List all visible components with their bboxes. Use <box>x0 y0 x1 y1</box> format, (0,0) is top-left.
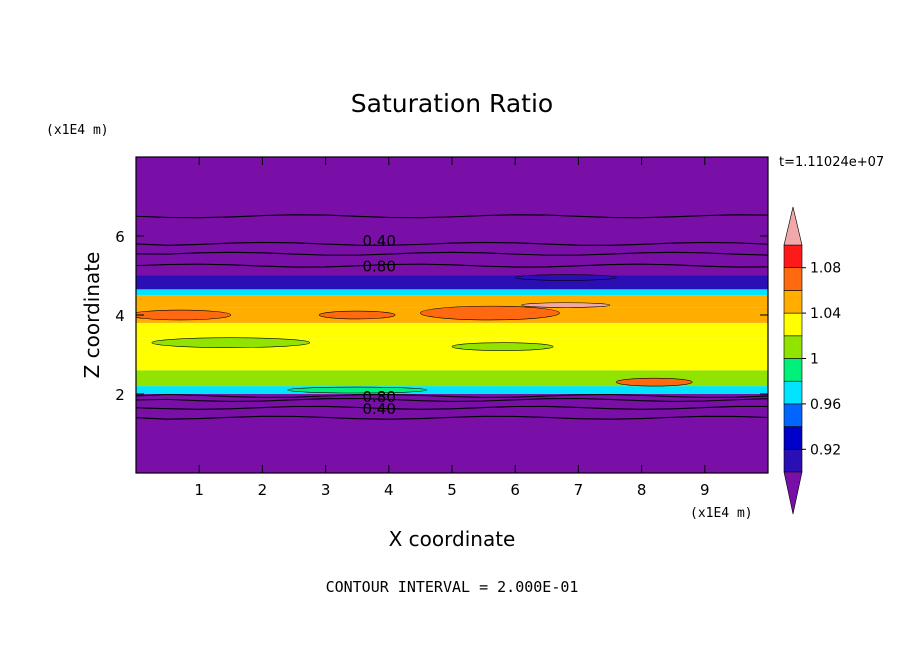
contour-line <box>136 214 768 219</box>
contour-patch <box>521 302 611 308</box>
y-tick-label: 4 <box>115 307 125 325</box>
contour-band <box>136 394 768 473</box>
x-tick-label: 2 <box>258 481 268 499</box>
contour-band <box>136 322 768 339</box>
colorbar-tick-label: 1 <box>810 352 819 368</box>
y-axis-ticks: 2 4 6 <box>115 228 768 404</box>
colorbar-segment <box>783 448 803 473</box>
colorbar-segment <box>783 358 803 382</box>
colorbar-segment <box>783 290 803 314</box>
contour-line <box>136 415 768 420</box>
colorbar: 0.92 0.96 1 1.04 1.08 <box>783 206 841 515</box>
contour-patch <box>514 274 617 281</box>
contour-line <box>136 405 768 410</box>
x-tick-label: 1 <box>194 481 204 499</box>
contour-band <box>136 289 768 296</box>
contour-band <box>136 157 768 276</box>
contour-patches <box>136 274 693 394</box>
contour-patch <box>451 342 554 351</box>
x-axis-label: X coordinate <box>389 527 516 551</box>
contour-label: 0.80 <box>362 258 395 276</box>
contour-band <box>136 275 768 290</box>
contour-patch <box>420 305 560 321</box>
time-label: t=1.11024e+07 <box>779 155 884 170</box>
colorbar-tick-label: 1.08 <box>810 261 841 277</box>
contour-patch <box>616 377 693 387</box>
colorbar-tick-label: 0.96 <box>810 397 841 413</box>
contour-patch <box>318 310 396 320</box>
contour-lines <box>136 214 768 420</box>
x-tick-label: 4 <box>384 481 394 499</box>
colorbar-segment <box>783 267 803 291</box>
colorbar-under-arrow <box>783 471 803 515</box>
x-tick-label: 7 <box>574 481 584 499</box>
x-axis-ticks: 1 2 3 4 5 6 7 8 9 <box>194 157 710 499</box>
x-tick-label: 6 <box>510 481 520 499</box>
chart-title: Saturation Ratio <box>351 89 553 118</box>
colorbar-segment <box>783 244 803 269</box>
colorbar-segment <box>783 380 803 405</box>
colorbar-tick-label: 0.92 <box>810 442 841 458</box>
contour-label: 0.40 <box>362 232 395 250</box>
contour-patch <box>136 309 232 321</box>
contour-patch <box>151 337 311 348</box>
contour-band <box>136 386 768 394</box>
x-tick-label: 9 <box>700 481 710 499</box>
contour-label: 0.40 <box>362 400 395 418</box>
contour-line <box>136 263 768 268</box>
colorbar-segment <box>783 335 803 359</box>
contour-line <box>136 241 768 246</box>
colorbar-segment <box>783 403 803 427</box>
contour-band <box>136 295 768 308</box>
x-tick-label: 3 <box>321 481 331 499</box>
contour-line <box>136 397 768 402</box>
x-tick-label: 8 <box>637 481 647 499</box>
y-axis-label: Z coordinate <box>80 252 104 379</box>
x-tick-label: 5 <box>447 481 457 499</box>
y-unit-label: (x1E4 m) <box>46 123 109 138</box>
y-tick-label: 2 <box>115 386 125 404</box>
contour-interval-footer: CONTOUR INTERVAL = 2.000E-01 <box>326 578 579 596</box>
contour-band <box>136 354 768 371</box>
contour-patch <box>287 386 428 394</box>
contour-label: 0.80 <box>362 388 395 406</box>
x-unit-label: (x1E4 m) <box>690 506 753 521</box>
contour-line <box>136 393 768 398</box>
colorbar-tick-label: 1.04 <box>810 306 841 322</box>
colorbar-segment <box>783 426 803 450</box>
contour-labels: 0.400.800.800.40 <box>362 232 395 418</box>
contour-band <box>136 370 768 387</box>
contour-line <box>136 251 768 256</box>
colorbar-over-arrow <box>783 206 803 246</box>
colorbar-segment <box>783 312 803 337</box>
y-tick-label: 6 <box>115 228 125 246</box>
